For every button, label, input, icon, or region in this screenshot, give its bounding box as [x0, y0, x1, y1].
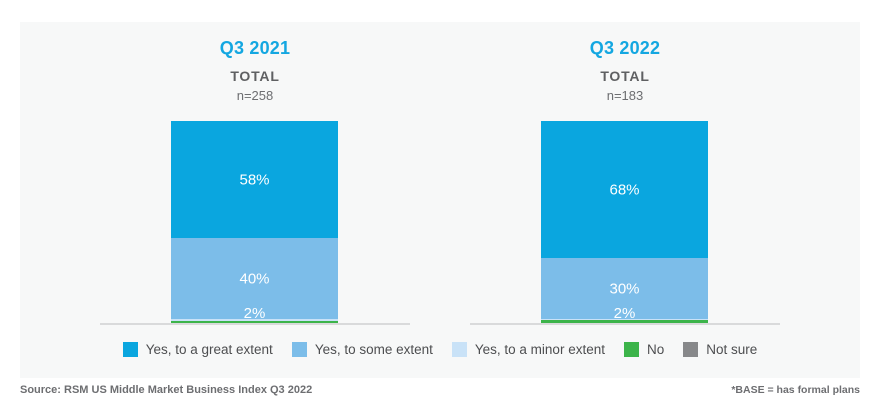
legend-item: Yes, to a great extent [122, 342, 273, 357]
axis-baseline [100, 323, 410, 325]
stacked-bar-q3-2022: 68% 30% 2% [541, 121, 708, 323]
bar-segment [541, 320, 708, 323]
chart-title-q3-2022: Q3 2022 [589, 38, 661, 58]
legend-item: No [623, 342, 665, 357]
bar-area: 68% 30% 2% [470, 121, 780, 327]
legend-item: Not sure [683, 342, 757, 357]
bar-segment-label: 2% [613, 305, 636, 322]
chart-sample-size: n=258 [236, 88, 274, 103]
bar-segment [541, 258, 708, 319]
legend-swatch-icon [122, 342, 138, 357]
bar-segment [171, 238, 338, 319]
bar-segment [171, 121, 338, 239]
bar-segment-label: 40% [239, 270, 270, 288]
chart-subtitle-total: TOTAL [230, 68, 280, 84]
legend: Yes, to a great extent Yes, to some exten… [20, 342, 860, 357]
bar-segment-label: 68% [609, 181, 640, 199]
legend-swatch-icon [623, 342, 639, 357]
legend-swatch-icon [683, 342, 699, 357]
bar-segment-label: 2% [243, 305, 266, 322]
base-note: *BASE = has formal plans [731, 384, 860, 396]
bar-segment-label: 58% [239, 171, 270, 189]
legend-swatch-icon [451, 342, 467, 357]
chart-group-q3-2021: Q3 2021 TOTAL n=258 58% 40% 2% [100, 38, 410, 327]
bar-segment [171, 321, 338, 323]
legend-label: Not sure [706, 342, 758, 357]
bar-segment [541, 318, 708, 321]
chart-group-q3-2022: Q3 2022 TOTAL n=183 68% 30% 2% [470, 38, 780, 327]
footer: Source: RSM US Middle Market Business In… [20, 384, 860, 396]
stacked-bar-q3-2021: 58% 40% 2% [171, 121, 338, 323]
legend-swatch-icon [291, 342, 307, 357]
bar-segment [541, 121, 708, 259]
legend-label: Yes, to a great extent [145, 342, 273, 357]
legend-label: Yes, to some extent [314, 342, 433, 357]
bar-area: 58% 40% 2% [100, 121, 410, 327]
source-note: Source: RSM US Middle Market Business In… [20, 384, 313, 396]
chart-panel: Q3 2021 TOTAL n=258 58% 40% 2% Q3 2022 TOT… [20, 22, 860, 378]
bar-segment-label: 30% [609, 280, 640, 298]
axis-baseline [470, 323, 780, 325]
chart-subtitle-total: TOTAL [600, 68, 650, 84]
bar-segment [171, 318, 338, 322]
legend-item: Yes, to some extent [291, 342, 433, 357]
chart-title-q3-2021: Q3 2021 [219, 38, 291, 58]
chart-sample-size: n=183 [606, 88, 644, 103]
legend-item: Yes, to a minor extent [451, 342, 605, 357]
legend-label: No [646, 342, 665, 357]
legend-label: Yes, to a minor extent [474, 342, 605, 357]
